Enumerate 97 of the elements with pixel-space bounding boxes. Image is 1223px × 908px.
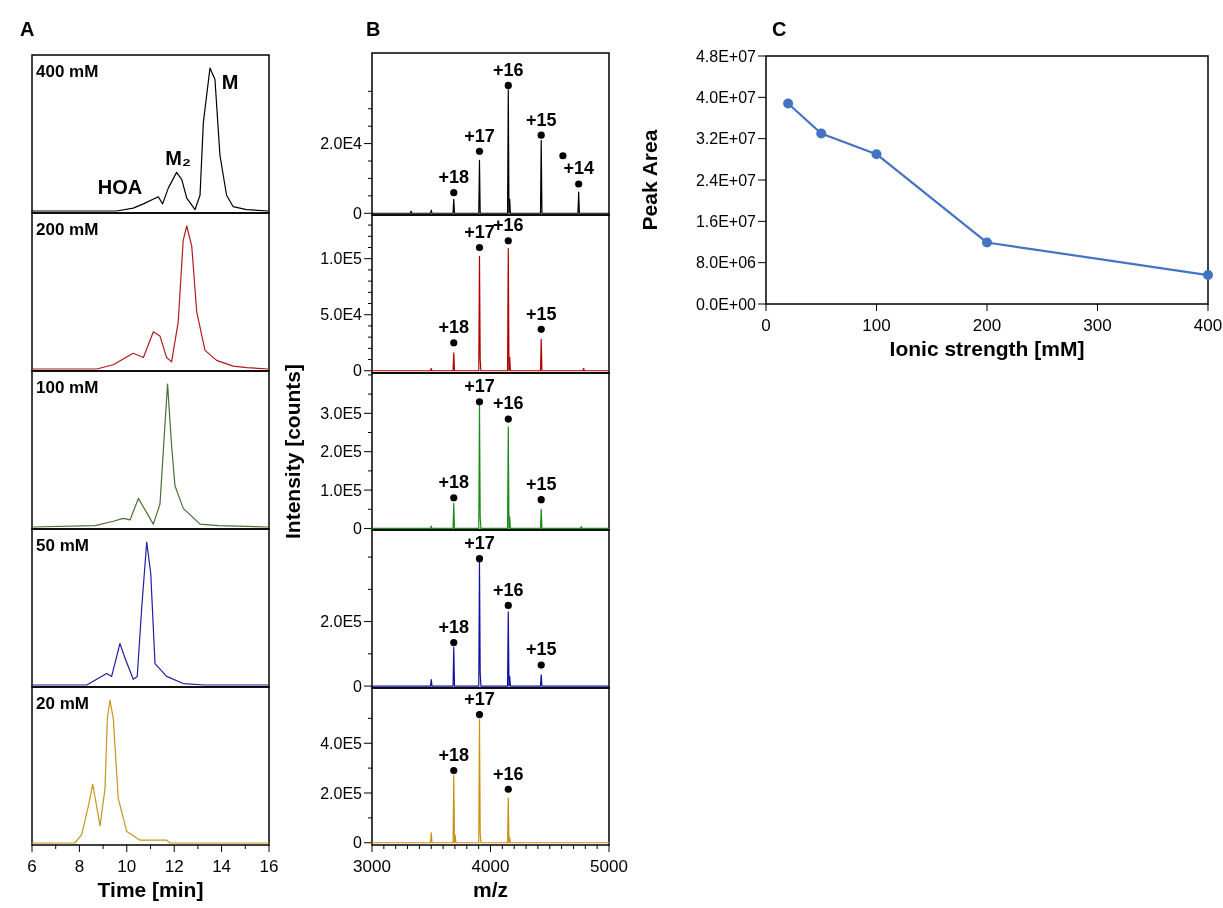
y-tick-label: 0 (353, 677, 363, 695)
y-tick-label: 1.0E5 (320, 481, 363, 499)
y-tick-label: 0.0E+00 (695, 295, 757, 313)
point (450, 189, 458, 197)
annotation: +18 (438, 744, 470, 765)
point (537, 325, 545, 333)
y-tick-label: 1.0E5 (320, 250, 363, 268)
point (504, 415, 512, 423)
y-tick-label: 2.0E4 (320, 135, 363, 153)
point (504, 81, 512, 89)
annotation: +17 (464, 688, 495, 709)
x-axis-title: Ionic strength [mM] (889, 337, 1085, 360)
point (475, 555, 484, 563)
point (475, 398, 484, 406)
x-tick-label: 400 (1193, 316, 1223, 335)
point (475, 243, 484, 252)
point (504, 785, 512, 793)
annotation: M₂ (165, 147, 191, 169)
y-tick-label: 0 (353, 362, 363, 380)
text: C (772, 18, 787, 40)
chart-title: 200 mM (36, 220, 99, 239)
x-tick-label: 6 (27, 857, 37, 876)
x-tick-label: 8 (74, 857, 85, 876)
y-tick-label: 3.0E5 (320, 404, 363, 422)
point (816, 128, 827, 139)
annotation: HOA (97, 176, 143, 198)
annotation: +18 (438, 472, 470, 493)
y-tick-label: 2.4E+07 (695, 171, 757, 189)
x-tick-label: 100 (862, 316, 891, 335)
point (575, 180, 583, 188)
x-tick-label: 16 (259, 857, 279, 876)
x-tick-label: 3000 (353, 857, 391, 876)
x-tick-label: 5000 (590, 857, 628, 876)
x-axis-title: Time [min] (97, 878, 204, 901)
annotation: +14 (563, 158, 594, 179)
chart-title: 50 mM (36, 536, 89, 555)
annotation: +15 (525, 473, 557, 494)
y-tick-label: 0 (353, 204, 363, 222)
y-tick-label: 8.0E+06 (695, 254, 757, 272)
point (559, 152, 567, 160)
point (504, 237, 512, 245)
y-tick-label: 1.6E+07 (695, 212, 757, 230)
y-tick-label: 4.0E5 (320, 734, 363, 752)
x-axis-title: m/z (472, 878, 509, 901)
text: A (20, 18, 35, 40)
y-tick-label: 5.0E4 (320, 306, 363, 324)
x-tick-label: 0 (761, 316, 771, 335)
x-tick-label: 200 (972, 316, 1002, 335)
annotation: +18 (438, 167, 470, 187)
chart-title: 20 mM (36, 694, 89, 713)
x-tick-label: 4000 (471, 857, 510, 876)
y-tick-label: 4.0E+07 (695, 88, 757, 106)
y-tick-label: 2.0E5 (320, 443, 363, 461)
text: B (366, 18, 381, 40)
point (1203, 270, 1213, 281)
annotation: +15 (525, 109, 557, 130)
annotation: +16 (493, 763, 524, 784)
point (450, 767, 458, 775)
point (504, 601, 512, 610)
annotation: +17 (464, 533, 495, 553)
y-tick-label: 2.0E5 (320, 784, 363, 802)
y-tick-label: 0 (353, 520, 363, 538)
chart-title: 400 mM (36, 62, 99, 81)
point (537, 661, 545, 669)
point (450, 494, 458, 502)
point (475, 147, 484, 155)
annotation: +15 (525, 639, 557, 660)
annotation: +15 (525, 303, 557, 324)
annotation: +16 (493, 59, 524, 80)
x-tick-label: 14 (212, 857, 232, 876)
point (982, 237, 992, 248)
point (783, 98, 794, 109)
point (537, 496, 545, 504)
annotation: M (221, 71, 239, 93)
point (450, 638, 458, 647)
y-tick-label: 4.8E+07 (695, 47, 757, 65)
x-tick-label: 300 (1083, 316, 1112, 335)
annotation: +18 (438, 616, 470, 637)
y-axis-title: Peak Area (638, 129, 661, 231)
annotation: +16 (493, 579, 524, 600)
y-tick-label: 2.0E5 (320, 613, 363, 631)
point (537, 131, 545, 139)
chart-title: 100 mM (36, 378, 99, 397)
annotation: +18 (438, 317, 470, 338)
point (450, 339, 458, 347)
y-tick-label: 3.2E+07 (695, 130, 757, 148)
point (475, 711, 484, 719)
x-tick-label: 10 (117, 857, 137, 876)
annotation: +16 (493, 393, 524, 414)
y-axis-title: Intensity [counts] (281, 363, 304, 540)
annotation: +17 (464, 376, 495, 397)
y-tick-label: 0 (353, 834, 363, 852)
line-series (371, 248, 610, 372)
annotation: +16 (493, 215, 524, 236)
annotation: +17 (464, 125, 495, 146)
x-tick-label: 12 (164, 857, 184, 876)
point (871, 149, 882, 160)
